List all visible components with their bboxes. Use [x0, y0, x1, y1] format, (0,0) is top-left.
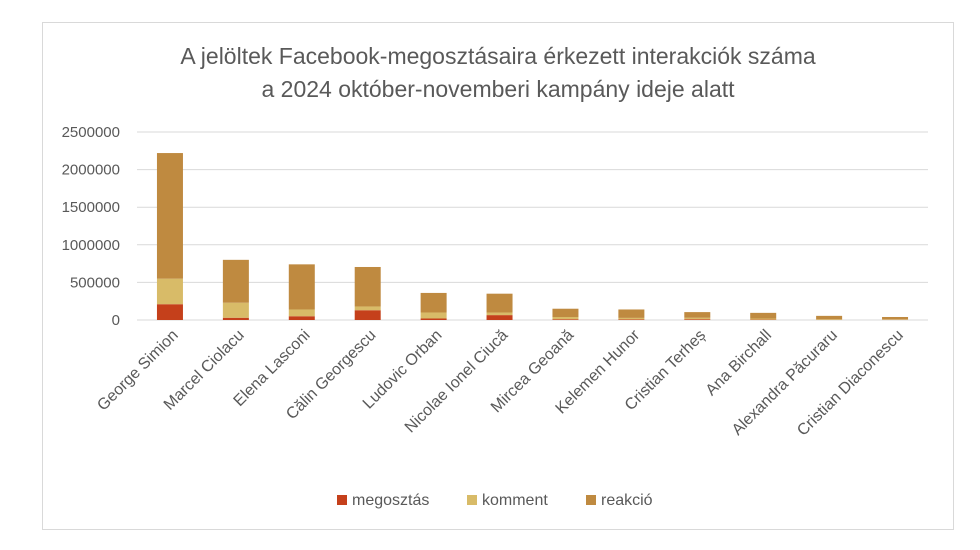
legend-label: reakció — [601, 492, 653, 509]
bar-segment-megosztás — [552, 319, 579, 320]
bar-segment-reakció — [882, 316, 909, 320]
legend-swatch — [337, 495, 347, 505]
legend-label: megosztás — [352, 492, 429, 509]
bar-segment-reakció — [552, 308, 579, 317]
bar-segment-megosztás — [354, 310, 381, 320]
bar-segment-komment — [618, 317, 645, 320]
y-tick-label: 0 — [112, 312, 120, 329]
bar-segment-komment — [552, 316, 579, 320]
bar-segment-reakció — [420, 292, 447, 313]
bar-segment-megosztás — [222, 317, 249, 320]
bar-segment-komment — [816, 319, 843, 320]
legend-label: komment — [482, 492, 548, 509]
chart-title-line-2: a 2024 október-novemberi kampány ideje a… — [261, 76, 735, 102]
bar-segment-komment — [156, 278, 183, 305]
bar-segment-reakció — [750, 312, 777, 319]
bar-segment-reakció — [156, 153, 183, 279]
y-tick-label: 2000000 — [62, 162, 120, 179]
bar-segment-reakció — [816, 315, 843, 320]
bar-segment-komment — [222, 302, 249, 318]
legend-swatch — [467, 495, 477, 505]
bar-segment-komment — [486, 312, 513, 316]
bar-segment-megosztás — [288, 316, 315, 320]
bar-segment-megosztás — [420, 318, 447, 320]
chart-title: A jelöltek Facebook-megosztásaira érkeze… — [42, 40, 954, 106]
bar-segment-komment — [354, 306, 381, 311]
bar-segment-komment — [420, 312, 447, 319]
legend: megosztás komment reakció — [337, 492, 653, 509]
bar-segment-megosztás — [156, 304, 183, 320]
bar-segment-megosztás — [486, 315, 513, 320]
bar-segment-komment — [750, 318, 777, 320]
bar-segment-komment — [288, 309, 315, 317]
y-tick-label: 500000 — [70, 274, 120, 291]
bar-segment-megosztás — [684, 319, 711, 320]
y-tick-label: 1500000 — [62, 199, 120, 216]
bar-segment-reakció — [486, 293, 513, 313]
chart-frame — [42, 22, 954, 530]
bar-segment-komment — [882, 319, 909, 320]
bar-segment-reakció — [684, 312, 711, 318]
bar-segment-reakció — [354, 266, 381, 307]
y-tick-label: 2500000 — [62, 124, 120, 141]
bar-segment-reakció — [288, 264, 315, 310]
chart-title-line-1: A jelöltek Facebook-megosztásaira érkeze… — [180, 43, 816, 69]
bar-segment-reakció — [222, 259, 249, 303]
y-tick-label: 1000000 — [62, 237, 120, 254]
bars — [156, 153, 909, 320]
x-category-label: Ana Birchall — [703, 327, 775, 399]
bar-segment-reakció — [618, 309, 645, 318]
y-axis-tick-labels: 0 500000 1000000 1500000 2000000 2500000 — [62, 124, 120, 329]
bar-segment-komment — [684, 317, 711, 320]
gridlines — [137, 131, 928, 321]
legend-swatch — [586, 495, 596, 505]
bar-segment-megosztás — [618, 319, 645, 320]
